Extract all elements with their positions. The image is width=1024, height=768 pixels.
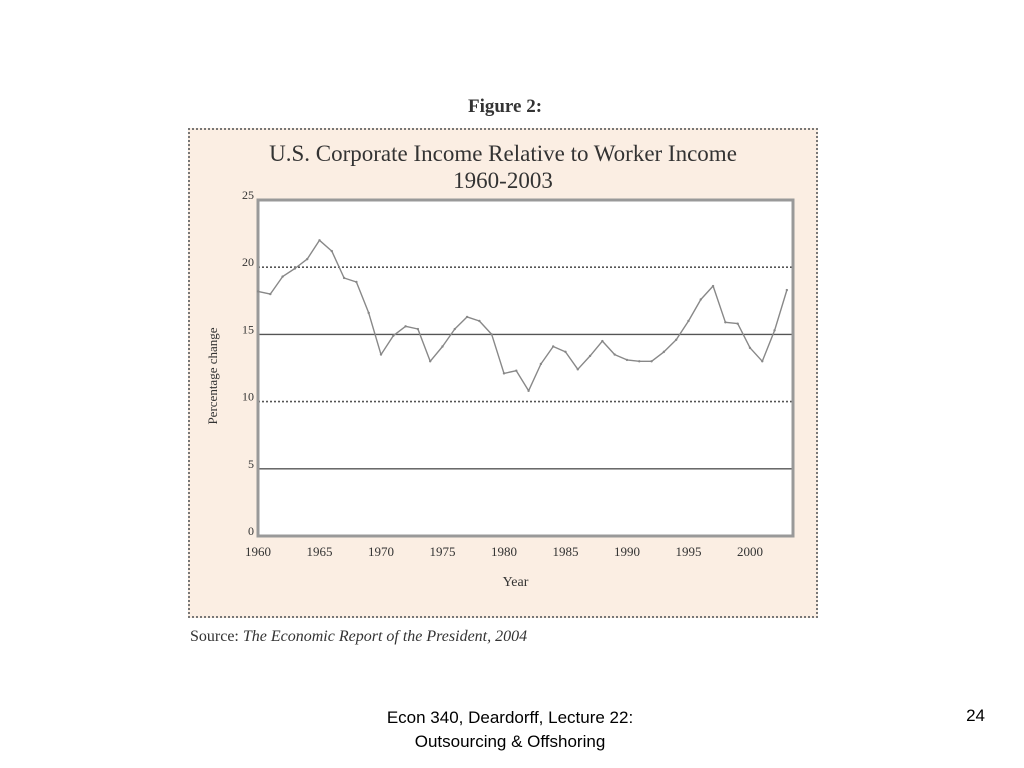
data-point bbox=[256, 290, 260, 293]
data-point bbox=[687, 319, 690, 323]
data-point bbox=[625, 358, 629, 362]
line-chart: 0 5 10 15 20 25 1960 1965 1970 1975 1980 1985 1990 19… bbox=[205, 188, 795, 590]
data-point bbox=[441, 345, 444, 348]
data-point bbox=[773, 329, 776, 332]
x-tick-label: 1980 bbox=[491, 544, 517, 559]
y-tick-label: 20 bbox=[242, 255, 254, 269]
x-tick-label: 2000 bbox=[737, 544, 763, 559]
data-point bbox=[650, 360, 653, 363]
y-tick-label: 10 bbox=[242, 390, 254, 404]
data-point bbox=[355, 280, 358, 284]
data-point bbox=[724, 321, 727, 324]
x-tick-label: 1965 bbox=[306, 544, 332, 559]
source-prefix: Source: bbox=[190, 628, 239, 645]
y-axis-label: Percentage change bbox=[205, 327, 220, 424]
data-point bbox=[490, 333, 493, 336]
y-tick-label: 0 bbox=[248, 524, 254, 538]
data-point bbox=[428, 360, 432, 363]
x-tick-label: 1960 bbox=[245, 544, 271, 559]
footer-line-2: Outsourcing & Offshoring bbox=[414, 732, 606, 751]
data-point bbox=[416, 327, 420, 331]
x-tick-label: 1985 bbox=[552, 544, 578, 559]
data-point bbox=[465, 315, 469, 319]
plot-border bbox=[256, 198, 795, 538]
y-tick-label: 25 bbox=[242, 188, 254, 202]
y-tick-label: 5 bbox=[248, 457, 254, 471]
x-tick-label: 1970 bbox=[368, 544, 394, 559]
x-axis-label: Year bbox=[503, 575, 529, 590]
x-tick-label: 1995 bbox=[675, 544, 701, 559]
data-point bbox=[515, 369, 518, 372]
chart-title: U.S. Corporate Income Relative to Worker… bbox=[269, 141, 737, 166]
figure-label: Figure 2: bbox=[467, 96, 543, 117]
data-point bbox=[502, 372, 506, 375]
data-point bbox=[527, 389, 530, 393]
chart-title-block: U.S. Corporate Income Relative to Worker… bbox=[188, 140, 818, 194]
data-point bbox=[367, 311, 370, 315]
data-point bbox=[785, 288, 789, 292]
x-tick-label: 1975 bbox=[429, 544, 455, 559]
data-point bbox=[404, 325, 407, 328]
page-number: 24 bbox=[966, 706, 985, 725]
data-point bbox=[748, 346, 752, 350]
data-point bbox=[662, 350, 666, 354]
data-point bbox=[392, 334, 395, 337]
x-tick-label: 1990 bbox=[614, 544, 640, 559]
data-point bbox=[305, 257, 309, 261]
data-point bbox=[674, 338, 678, 341]
data-point bbox=[318, 239, 321, 242]
data-point bbox=[453, 327, 456, 331]
data-point bbox=[588, 354, 592, 358]
footer-line-1: Econ 340, Deardorff, Lecture 22: bbox=[386, 708, 634, 727]
data-point bbox=[330, 249, 333, 253]
data-point bbox=[613, 353, 616, 356]
data-point bbox=[281, 275, 284, 278]
data-point bbox=[539, 362, 543, 366]
y-tick-label: 15 bbox=[242, 322, 254, 336]
data-point bbox=[576, 368, 579, 371]
data-point bbox=[293, 267, 297, 270]
data-point bbox=[269, 292, 272, 296]
series-line bbox=[257, 239, 788, 392]
plot-area bbox=[258, 200, 793, 536]
source-note: Source: The Economic Report of the Presi… bbox=[190, 628, 527, 646]
data-point bbox=[564, 350, 567, 354]
data-point bbox=[699, 298, 702, 301]
data-point bbox=[379, 353, 383, 356]
source-title: The Economic Report of the President, 20… bbox=[242, 628, 528, 645]
data-point bbox=[638, 360, 641, 363]
data-point bbox=[551, 345, 555, 348]
data-point bbox=[711, 284, 715, 288]
chart-subtitle: 1960-2003 bbox=[453, 168, 553, 193]
slide-footer: Econ 340, Deardorff, Lecture 22: Outsour… bbox=[340, 706, 680, 754]
data-point bbox=[342, 276, 346, 280]
data-point bbox=[478, 319, 481, 323]
data-point bbox=[736, 322, 739, 325]
data-point bbox=[761, 360, 764, 363]
data-point bbox=[601, 339, 604, 343]
